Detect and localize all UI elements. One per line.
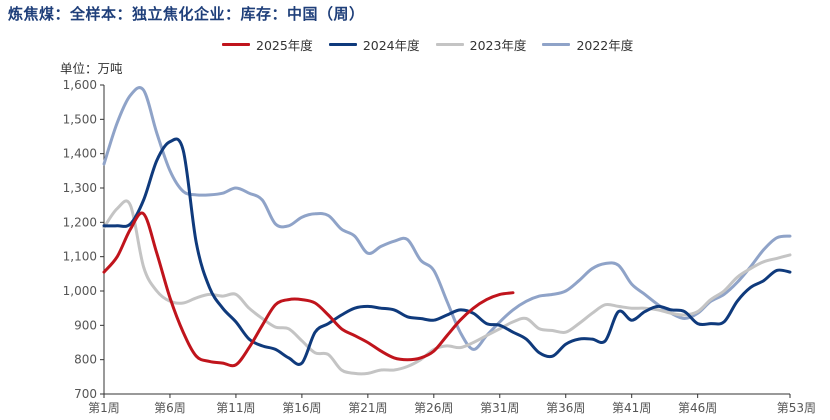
x-tick-label: 第11周 <box>216 401 255 415</box>
y-axis-unit-label: 单位：万吨 <box>60 61 123 76</box>
legend-item: 2025年度 <box>222 35 313 54</box>
x-tick-label: 第41周 <box>612 401 651 415</box>
x-tick-label: 第1周 <box>88 401 120 415</box>
legend-label: 2024年度 <box>362 37 420 53</box>
legend-swatch <box>435 42 464 46</box>
legend-swatch <box>328 42 357 46</box>
x-tick-label: 第31周 <box>480 401 519 415</box>
y-tick-label: 1,000 <box>63 284 97 298</box>
y-tick-label: 900 <box>74 318 97 332</box>
legend-label: 2023年度 <box>469 37 527 53</box>
legend-item: 2022年度 <box>542 35 633 54</box>
y-tick-label: 1,100 <box>63 250 97 264</box>
x-tick-label: 第26周 <box>414 401 453 415</box>
x-tick-label: 第36周 <box>546 401 585 415</box>
legend-label: 2025年度 <box>256 37 313 53</box>
series-line-2024年度 <box>102 137 792 366</box>
series-line-2025年度 <box>102 211 515 368</box>
y-ticks: 700 800 900 1,000 1,100 1,200 1,300 1,400 1,500 1… <box>63 78 104 401</box>
y-tick-label: 1,600 <box>63 78 97 92</box>
x-tick-label: 第6周 <box>154 401 186 415</box>
y-tick-label: 800 <box>74 353 97 367</box>
series-line-2022年度 <box>102 86 792 351</box>
x-tick-label: 第46周 <box>678 401 717 415</box>
x-ticks: 第1周 第6周 第11周 第16周 第21周 第26周 第31周 第36周 第41周 第46周 第5… <box>88 394 816 415</box>
legend-item: 2023年度 <box>435 35 527 54</box>
x-tick-label: 第21周 <box>348 401 387 415</box>
x-tick-label: 第16周 <box>282 401 321 415</box>
chart-title: 炼焦煤：全样本：独立焦化企业：库存：中国（周） <box>8 5 365 23</box>
legend: 2025年度 2024年度 2023年度 2022年度 <box>222 35 639 53</box>
series-line-2023年度 <box>102 199 792 376</box>
x-tick-label: 第53周 <box>777 401 816 415</box>
legend-swatch <box>222 42 250 46</box>
y-tick-label: 1,200 <box>63 215 97 229</box>
y-tick-label: 1,400 <box>63 147 97 161</box>
y-tick-label: 1,300 <box>63 181 97 195</box>
series-lines <box>102 86 792 376</box>
legend-label: 2022年度 <box>576 37 634 53</box>
y-tick-label: 700 <box>74 387 97 401</box>
y-tick-label: 1,500 <box>63 112 97 126</box>
legend-item: 2024年度 <box>328 35 420 54</box>
legend-swatch <box>542 42 571 46</box>
axes <box>103 85 790 395</box>
